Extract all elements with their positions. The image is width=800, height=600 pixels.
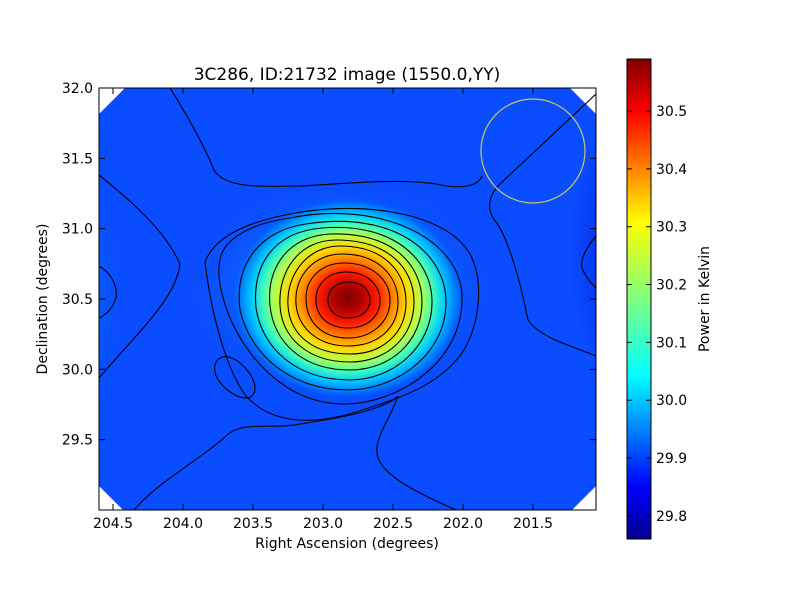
colorbar-label: Power in Kelvin: [697, 246, 713, 352]
colorbar-tick-label: 30.5: [656, 104, 687, 120]
contour-peak-6: [279, 239, 415, 363]
contour-top-right-line: [489, 93, 596, 357]
contour-peak-2: [315, 271, 381, 329]
contour-peak-10: [218, 212, 463, 405]
contour-small-ellipse: [213, 356, 256, 399]
colorbar-tick-label: 30.3: [656, 220, 687, 236]
heatmap-image: [99, 88, 596, 510]
contour-peak-3: [305, 262, 391, 339]
chart-title: 3C286, ID:21732 image (1550.0,YY): [194, 65, 501, 85]
contour-lines: [99, 88, 596, 510]
y-tick-label: 30.5: [62, 292, 93, 308]
x-tick-label: 201.5: [513, 516, 553, 532]
y-tick-label: 29.5: [62, 433, 93, 449]
colorbar-ticks: 29.8 29.9 30.0 30.1 30.2 30.3 30.4 30.5: [627, 104, 687, 525]
contour-peak-4: [295, 253, 399, 347]
colorbar: [626, 58, 652, 540]
y-tick-label: 30.0: [62, 362, 93, 378]
contour-bottom: [133, 395, 457, 510]
x-tick-label: 202.5: [373, 516, 413, 532]
contour-peak-9: [238, 220, 447, 391]
x-axis-ticks: 204.5 204.0 203.5 203.0 202.5 202.0 201.5: [93, 88, 553, 532]
colorbar-tick-label: 29.9: [656, 451, 687, 467]
contour-peak-7: [268, 233, 423, 371]
x-tick-label: 204.5: [93, 516, 133, 532]
contour-peak-5: [287, 245, 407, 355]
contour-left-small: [99, 265, 117, 319]
beam-circle: [480, 98, 586, 204]
y-tick-label: 31.0: [62, 222, 93, 238]
contour-peak-8: [254, 226, 433, 381]
contour-outer: [204, 207, 480, 421]
y-axis-label: Declination (degrees): [35, 224, 51, 375]
contour-peak-1: [327, 281, 371, 319]
contour-right-edge: [581, 235, 596, 289]
x-tick-label: 204.0: [163, 516, 203, 532]
colorbar-tick-label: 30.2: [656, 278, 687, 294]
colorbar-tick-label: 30.1: [656, 335, 687, 351]
y-axis-ticks: 29.5 30.0 30.5 31.0 31.5 32.0: [62, 81, 596, 449]
y-tick-label: 31.5: [62, 151, 93, 167]
contour-left-arc: [99, 174, 181, 379]
colorbar-tick-label: 30.0: [656, 393, 687, 409]
x-axis-label: Right Ascension (degrees): [255, 536, 439, 552]
x-tick-label: 203.0: [303, 516, 343, 532]
colorbar-tick-label: 29.8: [656, 509, 687, 525]
x-tick-label: 203.5: [233, 516, 273, 532]
y-tick-label: 32.0: [62, 81, 93, 97]
colorbar-tick-label: 30.4: [656, 162, 687, 178]
contour-top: [169, 88, 483, 188]
x-tick-label: 202.0: [443, 516, 483, 532]
